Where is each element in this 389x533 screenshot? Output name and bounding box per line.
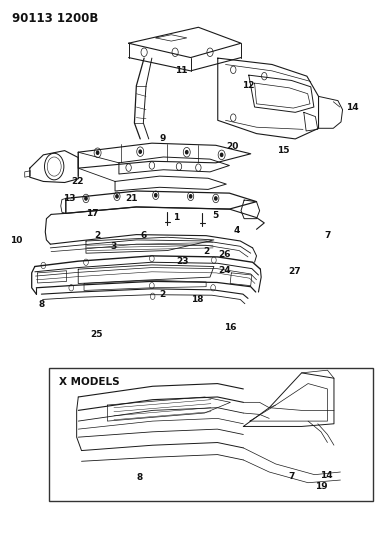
Text: 4: 4 bbox=[233, 226, 240, 235]
Circle shape bbox=[116, 195, 118, 198]
Text: 20: 20 bbox=[226, 142, 239, 151]
Text: 24: 24 bbox=[218, 266, 231, 275]
Text: X MODELS: X MODELS bbox=[59, 377, 119, 387]
Text: 2: 2 bbox=[159, 289, 166, 298]
Text: 3: 3 bbox=[110, 242, 116, 251]
Text: 19: 19 bbox=[315, 482, 327, 491]
Circle shape bbox=[85, 197, 87, 200]
Text: 8: 8 bbox=[137, 473, 143, 482]
Text: 90113 1200B: 90113 1200B bbox=[12, 12, 99, 26]
Text: 12: 12 bbox=[242, 81, 254, 90]
Text: 14: 14 bbox=[346, 102, 359, 111]
Circle shape bbox=[186, 151, 188, 154]
Text: 18: 18 bbox=[191, 295, 204, 304]
Text: 6: 6 bbox=[140, 231, 147, 240]
Circle shape bbox=[215, 197, 217, 200]
Text: 21: 21 bbox=[126, 194, 138, 203]
Text: 9: 9 bbox=[159, 134, 166, 143]
Text: 7: 7 bbox=[289, 472, 295, 481]
Text: 2: 2 bbox=[203, 247, 209, 256]
Circle shape bbox=[139, 150, 141, 154]
Circle shape bbox=[189, 195, 192, 198]
Bar bbox=[49, 368, 373, 502]
Circle shape bbox=[221, 154, 223, 157]
Text: 7: 7 bbox=[324, 231, 330, 240]
Text: 17: 17 bbox=[86, 209, 98, 218]
Text: 1: 1 bbox=[173, 213, 179, 222]
Text: 10: 10 bbox=[10, 237, 23, 246]
Circle shape bbox=[96, 151, 99, 155]
Text: 26: 26 bbox=[219, 251, 231, 260]
Text: 22: 22 bbox=[71, 177, 84, 186]
Text: 5: 5 bbox=[213, 212, 219, 221]
Text: 16: 16 bbox=[224, 323, 237, 332]
Text: 11: 11 bbox=[175, 67, 188, 75]
Text: 15: 15 bbox=[277, 146, 289, 155]
Circle shape bbox=[154, 193, 157, 197]
Text: 23: 23 bbox=[177, 257, 189, 265]
Text: 14: 14 bbox=[319, 471, 332, 480]
Text: 25: 25 bbox=[90, 330, 102, 339]
Text: 13: 13 bbox=[63, 194, 75, 203]
Text: 2: 2 bbox=[95, 231, 101, 240]
Text: 8: 8 bbox=[39, 300, 45, 309]
Text: 27: 27 bbox=[288, 268, 301, 276]
